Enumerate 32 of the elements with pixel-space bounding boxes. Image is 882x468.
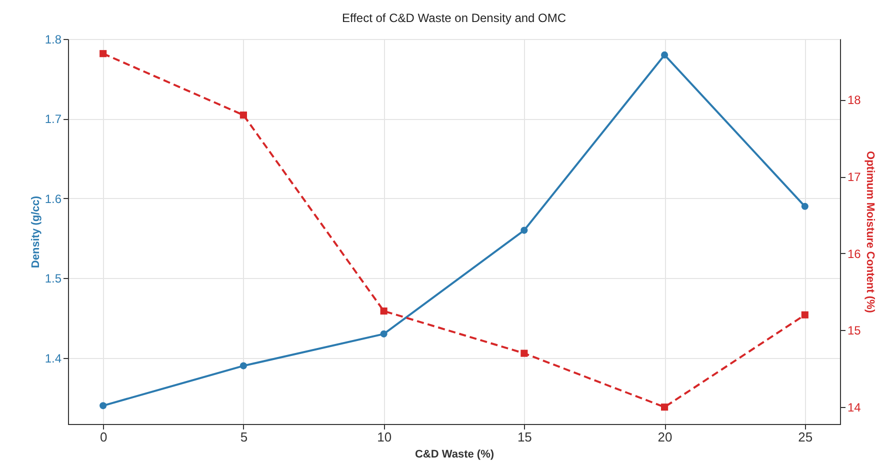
point <box>100 402 107 410</box>
y-tick-label: 1.5 <box>44 272 62 286</box>
y2-tick-label: 16 <box>848 246 862 261</box>
point <box>380 330 388 338</box>
x-axis-title: C&D Waste (%) <box>414 448 494 460</box>
point <box>801 202 808 210</box>
y2-tick-label: 15 <box>848 324 862 338</box>
x-tick-label: 20 <box>658 430 672 444</box>
point <box>240 362 247 370</box>
point <box>520 226 528 234</box>
x-tick-label: 10 <box>377 430 392 444</box>
point <box>520 350 528 357</box>
point <box>661 404 668 411</box>
x-tick-label: 5 <box>240 430 248 444</box>
x-tick-label: 15 <box>517 430 532 444</box>
y2-tick-label: 17 <box>848 170 862 184</box>
chart-title: Effect of C&D Waste on Density and OMC <box>342 11 566 25</box>
x-tick-label: 25 <box>798 430 813 444</box>
point <box>661 51 668 58</box>
y-tick-label: 1.7 <box>44 112 62 126</box>
point <box>240 112 247 119</box>
y2-axis-title: Optimum Moisture Content (%) <box>864 151 876 314</box>
y2-tick-label: 18 <box>848 93 862 108</box>
point <box>801 311 808 318</box>
y-axis-title: Density (g/cc) <box>30 196 42 268</box>
x-tick-label: 0 <box>100 430 108 444</box>
y-tick-label: 1.4 <box>44 351 62 366</box>
y-tick-label: 1.8 <box>44 32 62 46</box>
y-tick-label: 1.6 <box>44 192 62 206</box>
y2-tick-label: 14 <box>848 400 862 415</box>
point <box>380 308 388 315</box>
point <box>100 50 107 58</box>
